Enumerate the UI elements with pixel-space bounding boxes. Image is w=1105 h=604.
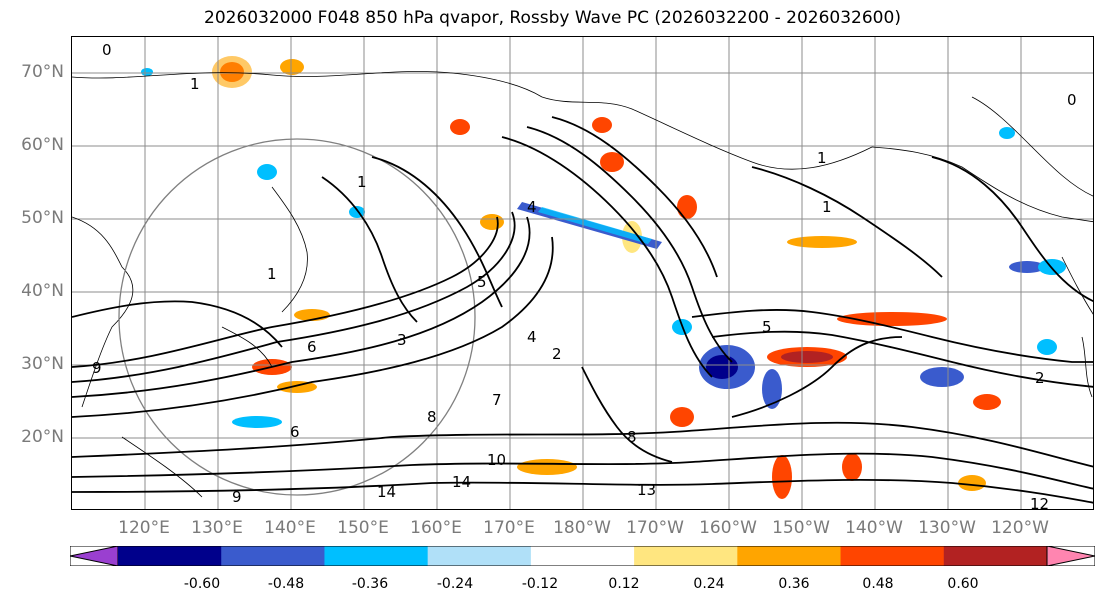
lon-label-130e: 130°E	[191, 518, 243, 538]
contour-label: 3	[397, 331, 407, 349]
lat-label-30n: 30°N	[21, 354, 64, 374]
lon-label-160e: 160°E	[410, 518, 462, 538]
contour-label: 0	[102, 41, 112, 59]
lat-label-60n: 60°N	[21, 135, 64, 155]
contour-label: 1	[357, 173, 367, 191]
colorbar-cell	[427, 546, 532, 566]
contour-label: 7	[492, 391, 502, 409]
contour-label: 12	[1030, 495, 1049, 510]
contour-label: 1	[267, 265, 277, 283]
graticule	[72, 37, 1093, 509]
lon-label-150e: 150°E	[337, 518, 389, 538]
contour-label: 6	[290, 423, 300, 441]
contour-label: 2	[552, 345, 562, 363]
colorbar-cell	[634, 546, 738, 566]
lat-label-50n: 50°N	[21, 208, 64, 228]
lat-label-70n: 70°N	[21, 62, 64, 82]
lat-label-40n: 40°N	[21, 281, 64, 301]
colorbar-tick: 0.36	[778, 576, 810, 592]
contour-label: 1	[822, 198, 832, 216]
contour-label: 2	[1035, 369, 1045, 387]
colorbar-cell	[840, 546, 945, 566]
colorbar-cell	[118, 546, 222, 566]
colorbar-tick: 0.24	[693, 576, 725, 592]
lon-label-150w: 150°W	[772, 518, 830, 538]
lon-label-170e: 170°E	[483, 518, 535, 538]
colorbar	[70, 546, 1095, 566]
lon-label-180w: 180°W	[553, 518, 611, 538]
colorbar-tick: -0.36	[351, 576, 389, 592]
contour-label: 4	[527, 198, 537, 216]
colorbar-cell	[943, 546, 1048, 566]
map-svg: 0 0 1 1 1 1 1 2 2 3 4 4 5 5 6 6 7 8 8 9 …	[72, 37, 1093, 510]
contour-label: 9	[232, 488, 242, 506]
lon-label-170w: 170°W	[626, 518, 684, 538]
coastlines	[72, 71, 1093, 498]
lon-label-140e: 140°E	[264, 518, 316, 538]
colorbar-tick: 0.48	[862, 576, 894, 592]
lon-label-140w: 140°W	[845, 518, 903, 538]
colorbar-extend-max	[1046, 546, 1095, 566]
colorbar-tick: -0.24	[436, 576, 474, 592]
map-panel: 0 0 1 1 1 1 1 2 2 3 4 4 5 5 6 6 7 8 8 9 …	[71, 36, 1094, 510]
map-title: 2026032000 F048 850 hPa qvapor, Rossby W…	[204, 8, 901, 28]
colorbar-extend-min	[70, 546, 119, 566]
colorbar-tick: -0.12	[521, 576, 559, 592]
contour-label: 14	[452, 473, 471, 491]
lon-label-120w: 120°W	[991, 518, 1049, 538]
contour-label: 9	[92, 359, 102, 377]
colorbar-cell	[737, 546, 842, 566]
contour-label: 1	[190, 75, 200, 93]
contour-label: 4	[527, 328, 537, 346]
colorbar-cell	[324, 546, 429, 566]
colorbar-tick: 0.60	[947, 576, 979, 592]
lon-label-120e: 120°E	[118, 518, 170, 538]
contour-label: 5	[477, 273, 487, 291]
contour-label-layer: 0 0 1 1 1 1 1 2 2 3 4 4 5 5 6 6 7 8 8 9 …	[92, 41, 1077, 510]
contour-label: 8	[627, 428, 637, 446]
contour-lines	[72, 116, 1093, 504]
contour-label: 5	[762, 318, 772, 336]
colorbar-tick: -0.48	[267, 576, 305, 592]
colorbar-cell	[221, 546, 325, 566]
reference-circle	[118, 138, 476, 496]
lon-label-130w: 130°W	[918, 518, 976, 538]
contour-label: 6	[307, 338, 317, 356]
lon-label-160w: 160°W	[699, 518, 757, 538]
contour-label: 10	[487, 451, 506, 469]
colorbar-cell	[530, 546, 635, 566]
contour-label: 13	[637, 481, 656, 499]
contour-label: 14	[377, 483, 396, 501]
contour-label: 1	[817, 149, 827, 167]
lat-label-20n: 20°N	[21, 427, 64, 447]
contour-label: 0	[1067, 91, 1077, 109]
colorbar-tick: 0.12	[608, 576, 640, 592]
contour-label: 8	[427, 408, 437, 426]
shading-layer	[141, 56, 1066, 499]
colorbar-tick: -0.60	[183, 576, 221, 592]
